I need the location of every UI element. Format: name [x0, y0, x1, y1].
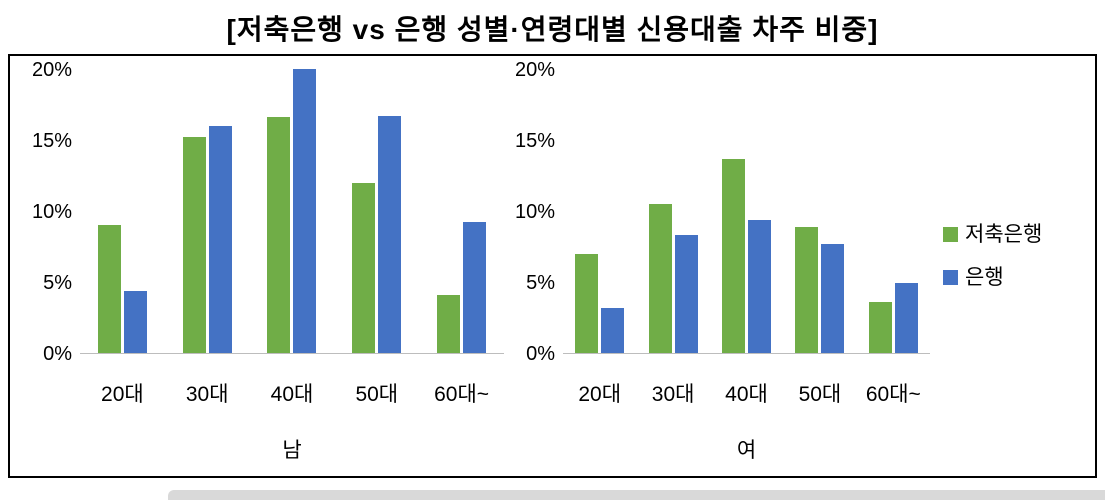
x-axis-label: 30대 — [651, 383, 695, 406]
category-group — [636, 70, 709, 353]
bar-저축은행-60대~ — [868, 301, 892, 353]
y-tick-label: 10% — [31, 201, 72, 223]
x-axis-label: 50대 — [798, 383, 842, 406]
bar-은행-30대 — [208, 125, 232, 353]
y-tick-label: 20% — [514, 59, 555, 81]
x-axis-label: 60대~ — [865, 383, 921, 406]
chart-panel-male: 0% 5% 10% 15% 20% 20대 30대 40대 50대 60대~ 남 — [22, 56, 504, 476]
y-axis-ticks: 0% 5% 10% 15% 20% — [22, 59, 72, 365]
bar-은행-60대~ — [463, 222, 487, 353]
y-tick-label: 15% — [31, 130, 72, 152]
legend-item: 은행 — [943, 267, 1042, 288]
legend-swatch — [943, 227, 958, 242]
group-label-male: 남 — [282, 439, 302, 462]
x-axis-labels: 20대 30대 40대 50대 60대~ — [80, 378, 504, 408]
x-axis-label: 40대 — [725, 383, 768, 406]
plot-area-female — [563, 70, 930, 354]
x-axis-labels: 20대 30대 40대 50대 60대~ — [563, 378, 930, 408]
chart-frame: 0% 5% 10% 15% 20% 20대 30대 40대 50대 60대~ 남 0% 5% 10%… — [8, 54, 1097, 478]
category-group — [250, 69, 335, 353]
x-axis-label: 30대 — [185, 383, 229, 406]
bar-은행-40대 — [748, 219, 772, 353]
bar-저축은행-20대 — [575, 253, 599, 353]
bar-저축은행-20대 — [97, 225, 121, 353]
legend-label: 은행 — [965, 266, 1004, 289]
y-tick-label: 0% — [43, 343, 72, 365]
bar-저축은행-50대 — [352, 182, 376, 353]
bar-은행-60대~ — [894, 283, 918, 353]
y-tick-label: 20% — [31, 59, 72, 81]
category-group — [165, 70, 250, 353]
category-group — [80, 70, 165, 353]
bar-저축은행-40대 — [722, 158, 746, 353]
bar-은행-20대 — [123, 290, 147, 353]
category-group — [783, 70, 856, 353]
chart-panel-female: 0% 5% 10% 15% 20% 20대 30대 40대 50대 60대~ 여 — [505, 56, 940, 476]
category-group — [857, 70, 930, 353]
y-tick-label: 15% — [514, 130, 555, 152]
y-tick-label: 5% — [526, 272, 555, 294]
x-axis-label: 60대~ — [434, 383, 490, 406]
x-axis-label: 40대 — [270, 383, 314, 406]
y-tick-label: 5% — [43, 272, 72, 294]
bar-저축은행-30대 — [182, 137, 206, 353]
plot-area-male — [80, 69, 504, 354]
legend-label: 저축은행 — [965, 223, 1043, 246]
group-label-female: 여 — [736, 439, 757, 462]
bar-저축은행-50대 — [795, 226, 819, 353]
y-tick-label: 0% — [526, 343, 555, 365]
bar-은행-30대 — [674, 235, 698, 353]
bar-은행-40대 — [293, 69, 317, 353]
bar-은행-20대 — [601, 307, 625, 353]
bar-은행-50대 — [821, 243, 845, 353]
x-axis-label: 50대 — [355, 383, 399, 406]
x-axis-label: 20대 — [101, 383, 144, 406]
y-tick-label: 10% — [514, 201, 555, 223]
legend-item: 저축은행 — [943, 224, 1042, 245]
category-group — [563, 70, 636, 353]
category-group — [334, 70, 419, 353]
category-group — [419, 70, 504, 353]
bar-저축은행-30대 — [648, 203, 672, 353]
bar-저축은행-60대~ — [437, 294, 461, 353]
legend-swatch — [943, 270, 958, 285]
bottom-edge-artifact — [168, 490, 1105, 500]
category-group — [710, 70, 783, 353]
chart-title: [저축은행 vs 은행 성별·연령대별 신용대출 차주 비중] — [226, 14, 879, 45]
y-axis-ticks: 0% 5% 10% 15% 20% — [505, 59, 555, 365]
bar-저축은행-40대 — [267, 117, 291, 353]
bar-은행-50대 — [378, 115, 402, 353]
x-axis-label: 20대 — [578, 383, 622, 406]
